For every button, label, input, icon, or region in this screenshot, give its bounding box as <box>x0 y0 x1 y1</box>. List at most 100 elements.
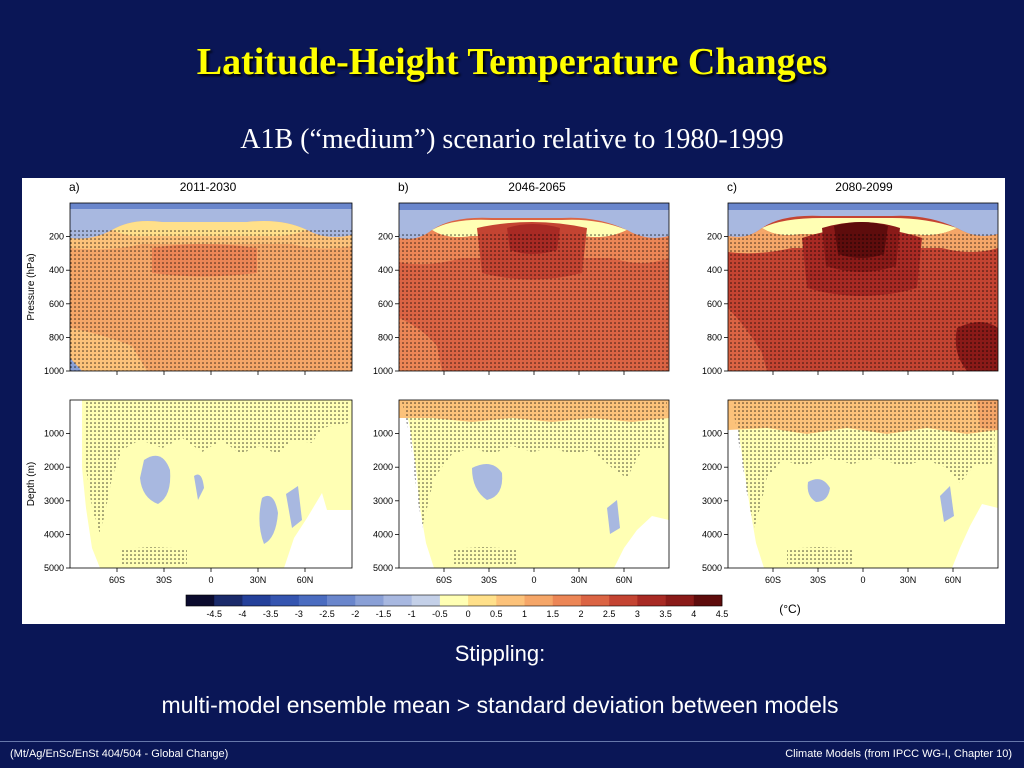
colorbar-swatch <box>298 595 328 606</box>
latitude-tick-label: 0 <box>208 575 213 585</box>
footer-course: (Mt/Ag/EnSc/EnSt 404/504 - Global Change… <box>10 748 229 760</box>
depth-tick-label: 1000 <box>373 429 393 439</box>
panel-letter: c) <box>727 180 737 194</box>
pressure-tick-label: 200 <box>707 232 722 242</box>
latitude-tick-label: 30S <box>810 575 826 585</box>
ocean-plot <box>727 399 999 569</box>
colorbar-tick-label: -2.5 <box>319 609 335 619</box>
colorbar-tick-label: 2 <box>578 609 583 619</box>
colorbar-swatch <box>355 595 384 606</box>
colorbar-tick-label: 4.5 <box>716 609 729 619</box>
latitude-tick-label: 60S <box>436 575 452 585</box>
colorbar-tick-label: 1.5 <box>546 609 559 619</box>
footer-source: Climate Models (from IPCC WG-I, Chapter … <box>785 748 1012 760</box>
panel-letter: b) <box>398 180 409 194</box>
colorbar-swatch <box>496 595 525 606</box>
colorbar-tick-label: -4.5 <box>206 609 222 619</box>
colorbar-swatch <box>524 595 554 606</box>
depth-tick-label: 1000 <box>702 429 722 439</box>
depth-tick-label: 2000 <box>373 462 393 472</box>
colorbar-swatch <box>383 595 412 606</box>
figure-canvas: a) 2011-2030 <box>26 180 999 619</box>
colorbar-swatch <box>665 595 695 606</box>
panel-c: c) 2080-2099 <box>727 180 999 569</box>
latitude-tick-label: 60N <box>945 575 962 585</box>
ocean-plot <box>398 399 670 569</box>
depth-tick-label: 3000 <box>702 496 722 506</box>
colorbar-swatch <box>468 595 497 606</box>
colorbar-tick-label: -1 <box>408 609 416 619</box>
depth-tick-label: 2000 <box>702 462 722 472</box>
latitude-tick-label: 30S <box>481 575 497 585</box>
colorbar-tick-label: 1 <box>522 609 527 619</box>
panel-a: a) 2011-2030 <box>69 180 353 569</box>
pressure-tick-label: 200 <box>49 232 64 242</box>
latitude-tick-label: 60N <box>616 575 633 585</box>
depth-tick-label: 5000 <box>44 563 64 573</box>
slide-subtitle: A1B (“medium”) scenario relative to 1980… <box>240 124 784 155</box>
colorbar-frame <box>185 594 723 607</box>
panel-period: 2046-2065 <box>508 180 566 194</box>
pressure-tick-label: 400 <box>49 265 64 275</box>
atmosphere-plot <box>727 202 999 372</box>
depth-tick-label: 4000 <box>702 529 722 539</box>
colorbar-swatch <box>552 595 582 606</box>
pressure-tick-label: 1000 <box>373 366 393 376</box>
atmosphere-plot <box>398 202 670 372</box>
colorbar-swatch <box>693 595 723 606</box>
colorbar-tick-label: 4 <box>691 609 696 619</box>
pressure-tick-label: 600 <box>707 299 722 309</box>
colorbar-tick-label: 2.5 <box>603 609 616 619</box>
latitude-tick-label: 60S <box>109 575 125 585</box>
colorbar-unit: (°C) <box>779 602 800 616</box>
depth-tick-label: 2000 <box>44 462 64 472</box>
depth-tick-label: 3000 <box>373 496 393 506</box>
latitude-tick-label: 30N <box>571 575 588 585</box>
pressure-tick-label: 400 <box>378 265 393 275</box>
pressure-tick-label: 400 <box>707 265 722 275</box>
panel-b: b) 2046-2065 <box>398 180 670 569</box>
colorbar: -4.5 -4 -3.5 -3 -2.5 -2 -1.5 -1 -0.5 0 0.5 1 1.5 2 2.5… <box>185 594 729 619</box>
pressure-tick-label: 600 <box>378 299 393 309</box>
footer-divider <box>0 741 1024 742</box>
latitude-tick-label: 60N <box>297 575 314 585</box>
colorbar-swatch <box>327 595 356 606</box>
colorbar-swatch <box>439 595 469 606</box>
pressure-axis-label: Pressure (hPa) <box>26 253 37 320</box>
pressure-tick-label: 800 <box>49 332 64 342</box>
pressure-tick-label: 1000 <box>44 366 64 376</box>
pressure-tick-label: 200 <box>378 232 393 242</box>
latitude-tick-label: 0 <box>860 575 865 585</box>
colorbar-tick-label: -3.5 <box>263 609 279 619</box>
panel-letter: a) <box>69 180 80 194</box>
colorbar-swatch <box>580 595 610 606</box>
colorbar-tick-label: 0.5 <box>490 609 503 619</box>
colorbar-swatch <box>186 595 215 606</box>
pressure-tick-label: 800 <box>378 332 393 342</box>
colorbar-swatch <box>270 595 300 606</box>
atmosphere-plot <box>69 202 353 372</box>
latitude-tick-label: 30N <box>250 575 267 585</box>
latitude-tick-label: 60S <box>765 575 781 585</box>
depth-tick-label: 4000 <box>44 529 64 539</box>
colorbar-tick-label: -4 <box>238 609 246 619</box>
colorbar-swatch <box>214 595 243 606</box>
colorbar-swatch <box>637 595 666 606</box>
depth-tick-label: 1000 <box>44 429 64 439</box>
colorbar-tick-label: 0 <box>466 609 471 619</box>
pressure-tick-label: 1000 <box>702 366 722 376</box>
slide-title: Latitude-Height Temperature Changes <box>196 41 828 83</box>
pressure-tick-label: 600 <box>49 299 64 309</box>
colorbar-tick-label: -2 <box>351 609 359 619</box>
colorbar-tick-label: -3 <box>295 609 303 619</box>
depth-tick-label: 4000 <box>373 529 393 539</box>
colorbar-swatch <box>411 595 441 606</box>
depth-tick-label: 5000 <box>702 563 722 573</box>
colorbar-swatch <box>242 595 271 606</box>
stippling-description: multi-model ensemble mean > standard dev… <box>161 692 839 718</box>
colorbar-tick-label: 3.5 <box>659 609 672 619</box>
colorbar-swatch <box>609 595 638 606</box>
temperature-change-figure: a) 2011-2030 <box>22 178 1005 624</box>
depth-tick-label: 5000 <box>373 563 393 573</box>
